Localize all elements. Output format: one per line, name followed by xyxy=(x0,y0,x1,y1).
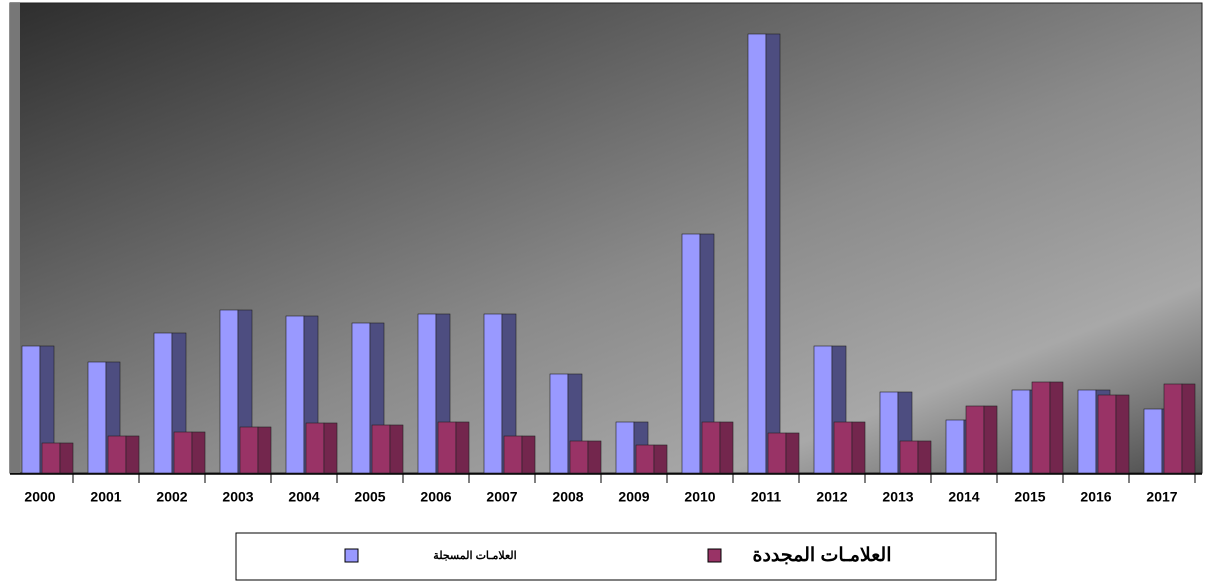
bar xyxy=(767,432,787,474)
bar xyxy=(219,309,239,474)
x-tick-label: 2003 xyxy=(222,489,253,505)
bar-side xyxy=(851,421,866,474)
x-tick-label: 2015 xyxy=(1014,489,1045,505)
legend xyxy=(235,532,997,581)
bar-side xyxy=(521,435,536,474)
bar xyxy=(305,422,325,474)
x-tick-label: 2008 xyxy=(552,489,583,505)
side-wall xyxy=(10,3,20,473)
bar-side xyxy=(719,421,734,474)
x-tick-label: 2004 xyxy=(288,489,319,505)
x-tick-label: 2009 xyxy=(618,489,649,505)
x-tick-label: 2006 xyxy=(420,489,451,505)
bar xyxy=(965,405,985,474)
bar-side xyxy=(785,432,800,474)
x-tick-label: 2013 xyxy=(882,489,913,505)
bar xyxy=(879,391,899,474)
bar-side xyxy=(191,431,206,474)
bar xyxy=(239,426,259,474)
bar xyxy=(41,442,61,474)
bar-side xyxy=(1181,383,1196,474)
legend-swatch xyxy=(707,548,722,563)
bar xyxy=(1097,394,1117,474)
x-tick-label: 2011 xyxy=(751,489,782,505)
bar xyxy=(1143,408,1163,474)
bar xyxy=(1163,383,1183,474)
bar xyxy=(813,345,833,474)
x-tick-label: 2007 xyxy=(486,489,517,505)
bar xyxy=(1031,381,1051,474)
bar xyxy=(615,421,635,474)
x-tick-label: 2017 xyxy=(1146,489,1177,505)
bar-side xyxy=(917,440,932,474)
bar xyxy=(945,419,965,474)
bar-side xyxy=(125,435,140,474)
bar-side xyxy=(455,421,470,474)
legend-swatch xyxy=(344,548,359,563)
bar-side xyxy=(59,442,74,474)
bar xyxy=(503,435,523,474)
x-tick-label: 2000 xyxy=(24,489,55,505)
x-tick-label: 2014 xyxy=(948,489,979,505)
bar xyxy=(681,233,701,474)
x-tick-label: 2012 xyxy=(816,489,847,505)
x-tick-label: 2001 xyxy=(90,489,121,505)
bar xyxy=(549,373,569,474)
legend-label: العلامـات المسجلة xyxy=(433,550,516,562)
bar xyxy=(437,421,457,474)
bar-side xyxy=(765,33,781,474)
bar xyxy=(747,33,767,474)
bar-side xyxy=(323,422,338,474)
bar xyxy=(371,424,391,474)
x-tick-label: 2010 xyxy=(684,489,715,505)
bar xyxy=(107,435,127,474)
bar xyxy=(569,440,589,474)
bar xyxy=(417,313,437,474)
bar xyxy=(701,421,721,474)
bar xyxy=(899,440,919,474)
bar xyxy=(635,444,655,474)
bar-side xyxy=(389,424,404,474)
x-tick-label: 2002 xyxy=(156,489,187,505)
bar xyxy=(87,361,107,474)
bar xyxy=(173,431,193,474)
bar xyxy=(833,421,853,474)
bar-side xyxy=(653,444,668,474)
bar xyxy=(483,313,503,474)
bar xyxy=(153,332,173,474)
bar-side xyxy=(257,426,272,474)
legend-label: العلامـات المجددة xyxy=(753,545,892,566)
bar-side xyxy=(983,405,998,474)
bar-side xyxy=(587,440,602,474)
bar-side xyxy=(1115,394,1130,474)
bar xyxy=(351,322,371,474)
bar xyxy=(21,345,41,474)
bar xyxy=(1077,389,1097,474)
plot-area xyxy=(9,2,1203,474)
bar-side xyxy=(1049,381,1064,474)
bar xyxy=(285,315,305,474)
bar xyxy=(1011,389,1031,474)
x-tick-label: 2016 xyxy=(1080,489,1111,505)
x-tick-label: 2005 xyxy=(354,489,385,505)
